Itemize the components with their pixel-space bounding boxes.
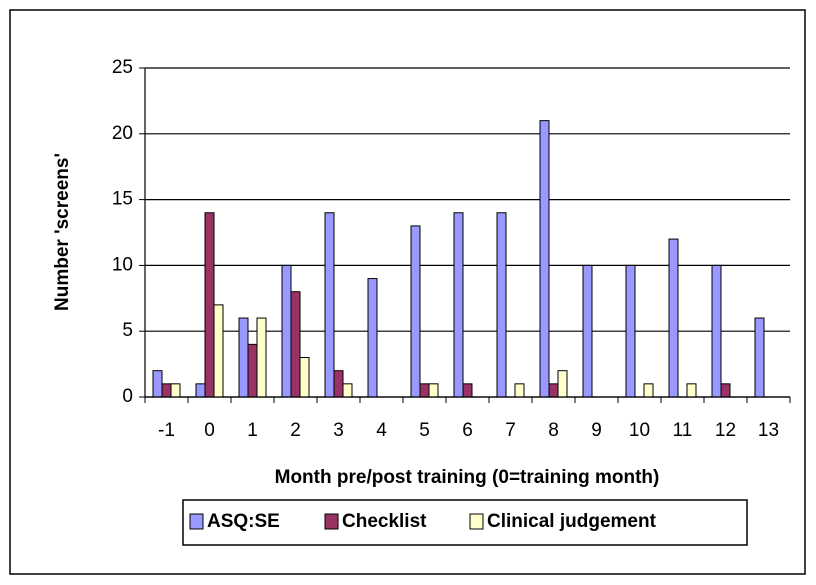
- x-tick-label: -1: [158, 420, 175, 441]
- bar: [281, 264, 292, 398]
- y-tick-label: 5: [122, 320, 133, 341]
- bar: [668, 238, 679, 398]
- bar: [213, 304, 224, 398]
- bar: [462, 383, 473, 398]
- y-tick-label: 15: [112, 189, 133, 210]
- bar: [247, 343, 258, 398]
- x-axis-label: Month pre/post training (0=training mont…: [275, 467, 660, 488]
- bar: [170, 383, 181, 398]
- y-tick-label: 10: [112, 254, 133, 275]
- bar: [410, 225, 421, 398]
- y-tick-label: 20: [112, 123, 133, 144]
- y-tick-label: 25: [112, 57, 133, 78]
- bar: [152, 370, 163, 398]
- x-tick-label: 4: [376, 420, 387, 441]
- bar: [496, 212, 507, 398]
- legend-label: Clinical judgement: [487, 511, 657, 532]
- x-tick-label: 1: [247, 420, 258, 441]
- bar: [324, 212, 335, 398]
- bar: [290, 291, 301, 398]
- bar: [161, 383, 172, 398]
- x-tick-label: 7: [505, 420, 516, 441]
- bar: [453, 212, 464, 398]
- bar: [754, 317, 765, 398]
- x-tick-label: 8: [548, 420, 559, 441]
- legend-label: Checklist: [342, 511, 427, 532]
- bar: [342, 383, 353, 398]
- x-tick-label: 6: [462, 420, 473, 441]
- y-axis-label: Number 'screens': [52, 153, 73, 311]
- legend-swatch: [189, 513, 204, 530]
- x-tick-label: 5: [419, 420, 430, 441]
- bar: [204, 212, 215, 398]
- bar: [514, 383, 525, 398]
- x-tick-label: 12: [715, 420, 736, 441]
- bar: [428, 383, 439, 398]
- bar: [625, 264, 636, 398]
- bar: [299, 357, 310, 398]
- legend-box: [182, 499, 748, 546]
- x-tick-label: 13: [758, 420, 779, 441]
- bar: [256, 317, 267, 398]
- legend-swatch: [324, 513, 339, 530]
- bar: [557, 370, 568, 398]
- bar: [548, 383, 559, 398]
- bar: [582, 264, 593, 398]
- y-tick-label: 0: [122, 386, 133, 407]
- bar: [367, 278, 378, 398]
- bar: [686, 383, 697, 398]
- bar: [539, 120, 550, 398]
- x-tick-label: 3: [333, 420, 344, 441]
- legend-label: ASQ:SE: [207, 511, 280, 532]
- bar: [720, 383, 731, 398]
- bar: [643, 383, 654, 398]
- chart-frame: [9, 9, 806, 575]
- legend-swatch: [469, 513, 484, 530]
- bar: [195, 383, 206, 398]
- x-tick-label: 2: [290, 420, 301, 441]
- bar: [238, 317, 249, 398]
- bar: [333, 370, 344, 398]
- x-tick-label: 11: [673, 420, 693, 441]
- bar: [711, 264, 722, 398]
- x-tick-label: 0: [204, 420, 215, 441]
- x-tick-label: 10: [629, 420, 650, 441]
- x-tick-label: 9: [591, 420, 602, 441]
- bar: [419, 383, 430, 398]
